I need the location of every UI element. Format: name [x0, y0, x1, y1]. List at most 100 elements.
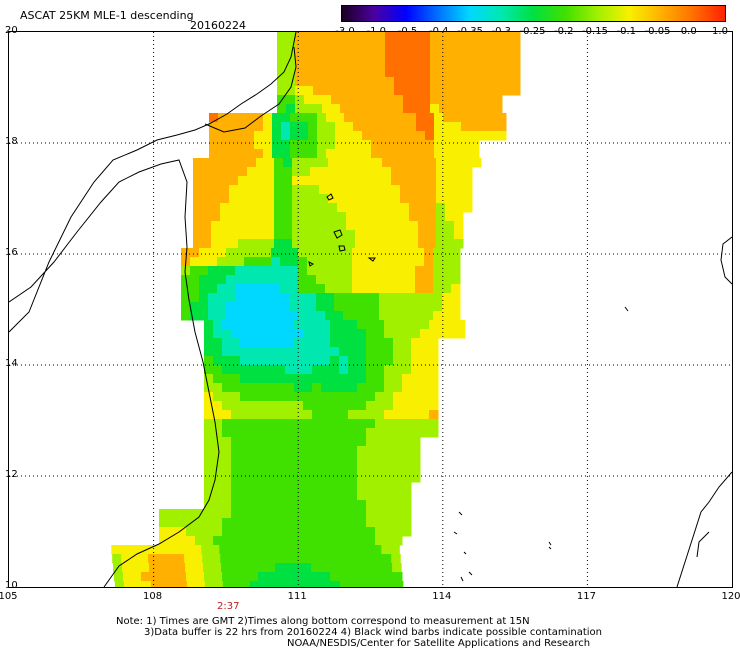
wind-cell: [313, 41, 323, 51]
wind-cell: [355, 239, 365, 249]
wind-cell: [276, 446, 286, 456]
wind-cell: [361, 293, 371, 303]
wind-cell: [421, 86, 431, 96]
wind-cell: [227, 122, 237, 132]
wind-cell: [402, 401, 412, 411]
wind-cell: [362, 149, 372, 159]
wind-cell: [375, 383, 385, 393]
wind-cell: [442, 302, 452, 312]
wind-cell: [276, 410, 286, 420]
wind-cell: [237, 545, 247, 555]
wind-cell: [484, 77, 494, 87]
wind-cell: [294, 338, 304, 348]
wind-cell: [393, 365, 403, 375]
wind-cell: [511, 86, 521, 96]
wind-cell: [258, 482, 268, 492]
wind-cell: [373, 203, 383, 213]
wind-cell: [427, 185, 437, 195]
wind-cell: [407, 122, 417, 132]
wind-cell: [285, 428, 295, 438]
wind-cell: [376, 32, 386, 42]
wind-cell: [321, 428, 331, 438]
wind-cell: [393, 338, 403, 348]
wind-cell: [363, 545, 373, 555]
wind-cell: [366, 374, 376, 384]
wind-cell: [312, 572, 322, 582]
wind-cell: [434, 140, 444, 150]
wind-cell: [292, 554, 302, 564]
wind-cell: [265, 185, 275, 195]
wind-cell: [257, 563, 267, 573]
wind-cell: [199, 284, 209, 294]
wind-cell: [321, 446, 331, 456]
wind-cell: [249, 572, 259, 582]
note-line-1: Note: 1) Times are GMT 2)Times along bot…: [116, 616, 530, 627]
wind-cell: [429, 356, 439, 366]
wind-cell: [373, 230, 383, 240]
wind-cell: [322, 41, 332, 51]
wind-cell: [276, 482, 286, 492]
wind-cell: [303, 464, 313, 474]
wind-cell: [397, 257, 407, 267]
wind-cell: [466, 86, 476, 96]
wind-cell: [304, 32, 314, 42]
wind-cell: [344, 140, 354, 150]
wind-cell: [424, 311, 434, 321]
wind-cell: [229, 221, 239, 231]
wind-cell: [370, 248, 380, 258]
wind-cell: [502, 68, 512, 78]
wind-cell: [388, 266, 398, 276]
wind-cell: [249, 446, 259, 456]
wind-cell: [312, 338, 322, 348]
wind-cell: [321, 572, 331, 582]
wind-cell: [418, 194, 428, 204]
wind-cell: [267, 338, 277, 348]
wind-cell: [353, 140, 363, 150]
wind-cell: [475, 59, 485, 69]
wind-cell: [407, 113, 417, 123]
wind-cell: [285, 374, 295, 384]
wind-cell: [420, 356, 430, 366]
wind-cell: [263, 131, 273, 141]
wind-cell: [298, 284, 308, 294]
wind-cell: [204, 455, 214, 465]
wind-cell: [326, 140, 336, 150]
wind-cell: [157, 554, 167, 564]
wind-cell: [346, 239, 356, 249]
wind-cell: [355, 554, 365, 564]
wind-cell: [229, 203, 239, 213]
wind-cell: [192, 545, 202, 555]
wind-cell: [220, 203, 230, 213]
wind-cell: [298, 266, 308, 276]
wind-cell: [227, 149, 237, 159]
wind-cell: [318, 545, 328, 555]
wind-cell: [317, 122, 327, 132]
wind-cell: [454, 185, 464, 195]
wind-cell: [357, 365, 367, 375]
wind-cell: [421, 77, 431, 87]
wind-cell: [349, 104, 359, 114]
wind-cell: [267, 410, 277, 420]
wind-cell: [429, 365, 439, 375]
wind-cell: [312, 446, 322, 456]
wind-cell: [201, 545, 211, 555]
longitude-label: 105: [0, 591, 18, 602]
wind-cell: [267, 320, 277, 330]
wind-cell: [220, 221, 230, 231]
wind-cell: [204, 428, 214, 438]
wind-cell: [190, 302, 200, 312]
wind-cell: [312, 383, 322, 393]
wind-cell: [229, 167, 239, 177]
wind-cell: [339, 446, 349, 456]
wind-cell: [436, 203, 446, 213]
wind-cell: [267, 419, 277, 429]
wind-cell: [290, 131, 300, 141]
wind-cell: [454, 230, 464, 240]
wind-cell: [330, 572, 340, 582]
wind-cell: [402, 383, 412, 393]
wind-cell: [235, 248, 245, 258]
wind-cell: [364, 167, 374, 177]
wind-cell: [402, 500, 412, 510]
wind-cell: [231, 338, 241, 348]
wind-cell: [322, 50, 332, 60]
